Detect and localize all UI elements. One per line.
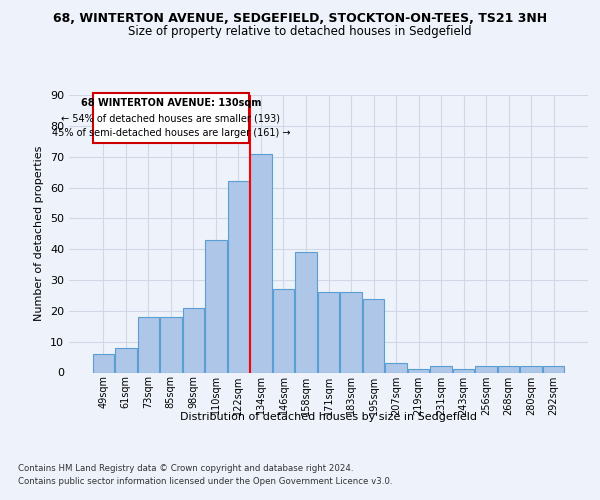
Bar bbox=[498, 366, 520, 372]
Text: 68 WINTERTON AVENUE: 130sqm: 68 WINTERTON AVENUE: 130sqm bbox=[80, 98, 261, 108]
Bar bbox=[363, 298, 384, 372]
Text: ← 54% of detached houses are smaller (193): ← 54% of detached houses are smaller (19… bbox=[61, 113, 280, 123]
Text: Contains public sector information licensed under the Open Government Licence v3: Contains public sector information licen… bbox=[18, 478, 392, 486]
Text: Size of property relative to detached houses in Sedgefield: Size of property relative to detached ho… bbox=[128, 24, 472, 38]
Bar bbox=[385, 363, 407, 372]
Bar bbox=[273, 289, 294, 372]
Bar bbox=[250, 154, 272, 372]
Bar bbox=[228, 182, 249, 372]
Bar bbox=[408, 370, 429, 372]
Bar bbox=[340, 292, 362, 372]
Y-axis label: Number of detached properties: Number of detached properties bbox=[34, 146, 44, 322]
Bar bbox=[295, 252, 317, 372]
Bar bbox=[92, 354, 114, 372]
Bar bbox=[453, 370, 475, 372]
Bar bbox=[115, 348, 137, 372]
Text: Distribution of detached houses by size in Sedgefield: Distribution of detached houses by size … bbox=[181, 412, 478, 422]
Bar bbox=[520, 366, 542, 372]
FancyBboxPatch shape bbox=[93, 94, 248, 143]
Text: 68, WINTERTON AVENUE, SEDGEFIELD, STOCKTON-ON-TEES, TS21 3NH: 68, WINTERTON AVENUE, SEDGEFIELD, STOCKT… bbox=[53, 12, 547, 26]
Bar bbox=[137, 317, 159, 372]
Bar bbox=[430, 366, 452, 372]
Bar bbox=[182, 308, 204, 372]
Text: Contains HM Land Registry data © Crown copyright and database right 2024.: Contains HM Land Registry data © Crown c… bbox=[18, 464, 353, 473]
Text: 45% of semi-detached houses are larger (161) →: 45% of semi-detached houses are larger (… bbox=[52, 128, 290, 138]
Bar bbox=[475, 366, 497, 372]
Bar bbox=[543, 366, 565, 372]
Bar bbox=[160, 317, 182, 372]
Bar bbox=[318, 292, 339, 372]
Bar bbox=[205, 240, 227, 372]
